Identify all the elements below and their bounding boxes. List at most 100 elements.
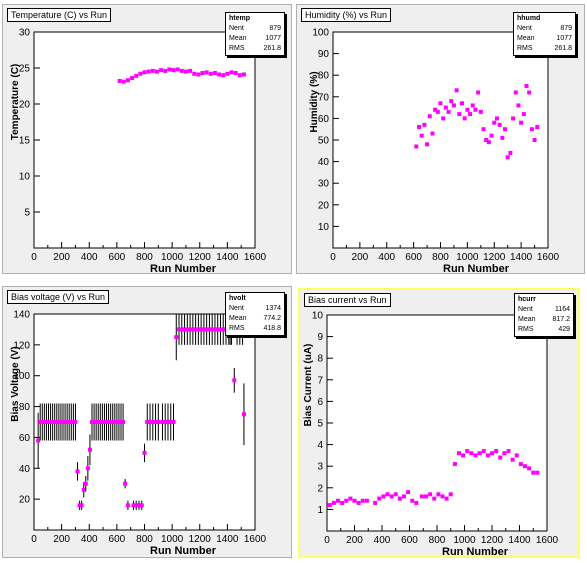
data-point bbox=[215, 327, 220, 332]
data-point bbox=[470, 103, 475, 108]
data-point bbox=[513, 90, 518, 95]
data-point bbox=[331, 500, 336, 505]
plot-bias-current[interactable]: 0 200 400 600 800 1000 1200 1400 1600 1 2 3 4 5 6 7 8 9 10… bbox=[300, 290, 578, 557]
data-point bbox=[67, 420, 72, 424]
y-tick-label: 20 bbox=[318, 200, 330, 211]
data-point bbox=[112, 420, 117, 424]
data-point bbox=[63, 420, 68, 424]
data-point bbox=[192, 71, 197, 76]
plot-temperature[interactable]: 0 200 400 600 800 1000 1200 1400 1600 5 10 15 20 25 30… bbox=[3, 5, 293, 276]
stats-entries: 879 bbox=[560, 25, 572, 32]
plot-frame bbox=[332, 31, 549, 249]
stats-rms: 418.8 bbox=[263, 325, 281, 332]
y-tick-label: 2 bbox=[317, 483, 323, 494]
data-point bbox=[48, 420, 53, 424]
y-tick-label: 30 bbox=[19, 28, 31, 39]
data-point bbox=[77, 503, 82, 508]
data-point bbox=[410, 498, 415, 503]
stats-name: hcurr bbox=[518, 296, 536, 303]
data-point bbox=[414, 144, 419, 149]
x-tick-label: 800 bbox=[136, 252, 153, 263]
y-tick-label: 4 bbox=[317, 440, 323, 451]
data-point bbox=[419, 494, 424, 499]
data-point bbox=[232, 378, 237, 383]
data-point bbox=[444, 496, 449, 501]
stats-entries: 1164 bbox=[554, 306, 570, 313]
data-point bbox=[121, 420, 126, 424]
data-point bbox=[150, 420, 155, 424]
stats-name: hvolt bbox=[229, 295, 246, 302]
data-point bbox=[42, 420, 47, 424]
x-tick-label: 200 bbox=[53, 534, 70, 545]
data-point bbox=[50, 420, 55, 424]
plot-humidity[interactable]: 0 200 400 600 800 1000 1200 1400 1600 10 20 30 40 50 6… bbox=[297, 5, 586, 276]
y-tick-label: 40 bbox=[318, 157, 330, 168]
data-point bbox=[167, 67, 172, 72]
x-tick-label: 800 bbox=[429, 535, 446, 546]
data-point bbox=[344, 498, 349, 503]
data-point bbox=[454, 88, 459, 93]
pad-temperature[interactable]: 0 200 400 600 800 1000 1200 1400 1600 5 10 15 20 25 30… bbox=[2, 4, 293, 276]
data-point bbox=[481, 127, 486, 132]
data-point bbox=[159, 68, 164, 73]
x-axis-label: Run Number bbox=[443, 263, 510, 275]
data-point bbox=[373, 500, 378, 505]
data-point bbox=[502, 451, 507, 456]
data-point bbox=[87, 447, 92, 452]
pad-humidity[interactable]: 0 200 400 600 800 1000 1200 1400 1600 10 20 30 40 50 6… bbox=[296, 4, 586, 276]
data-point bbox=[443, 105, 448, 110]
data-point bbox=[110, 420, 115, 424]
data-point bbox=[182, 327, 187, 332]
data-point bbox=[38, 420, 43, 424]
pad-bias-voltage[interactable]: 0 200 400 600 800 1000 1200 1400 1600 20 40 60 80 100… bbox=[2, 286, 292, 558]
data-point bbox=[188, 327, 193, 332]
data-point bbox=[500, 135, 505, 140]
data-point bbox=[188, 68, 193, 73]
data-point bbox=[477, 451, 482, 456]
data-point bbox=[92, 420, 97, 424]
data-point bbox=[146, 69, 151, 74]
data-point bbox=[183, 69, 188, 74]
data-point bbox=[508, 150, 513, 155]
data-point bbox=[514, 453, 519, 458]
data-point bbox=[516, 103, 521, 108]
data-point bbox=[69, 420, 74, 424]
data-point bbox=[535, 125, 540, 130]
data-point bbox=[448, 492, 453, 497]
data-point bbox=[131, 503, 136, 508]
data-point bbox=[83, 481, 88, 486]
stats-entries-label: Nent bbox=[517, 25, 532, 32]
data-point bbox=[165, 420, 170, 424]
stats-mean: 1077 bbox=[556, 35, 572, 42]
data-point bbox=[102, 420, 107, 424]
y-tick-label: 80 bbox=[19, 402, 31, 413]
data-point bbox=[196, 72, 201, 77]
x-tick-label: 1600 bbox=[536, 535, 559, 546]
data-point bbox=[473, 107, 478, 112]
y-tick-label: 70 bbox=[318, 92, 330, 103]
data-point bbox=[61, 420, 66, 424]
data-point bbox=[212, 327, 217, 332]
data-point bbox=[104, 420, 109, 424]
data-point bbox=[212, 71, 217, 76]
data-point bbox=[185, 327, 190, 332]
data-point bbox=[148, 420, 153, 424]
stats-entries-label: Nent bbox=[229, 25, 244, 32]
data-point bbox=[81, 487, 86, 492]
data-point bbox=[177, 327, 182, 332]
data-point bbox=[428, 492, 433, 497]
data-point bbox=[163, 68, 168, 73]
data-point bbox=[389, 494, 394, 499]
x-tick-label: 600 bbox=[401, 535, 418, 546]
data-point bbox=[430, 131, 435, 136]
data-point bbox=[485, 453, 490, 458]
y-tick-label: 120 bbox=[13, 340, 30, 351]
data-point bbox=[518, 462, 523, 467]
pad-bias-current[interactable]: 0 200 400 600 800 1000 1200 1400 1600 1 2 3 4 5 6 7 8 9 10… bbox=[298, 288, 580, 558]
data-point bbox=[130, 76, 135, 81]
data-point bbox=[190, 327, 195, 332]
data-point bbox=[356, 500, 361, 505]
x-tick-label: 400 bbox=[374, 535, 391, 546]
x-tick-label: 200 bbox=[53, 252, 70, 263]
plot-bias-voltage[interactable]: 0 200 400 600 800 1000 1200 1400 1600 20 40 60 80 100… bbox=[3, 287, 293, 559]
